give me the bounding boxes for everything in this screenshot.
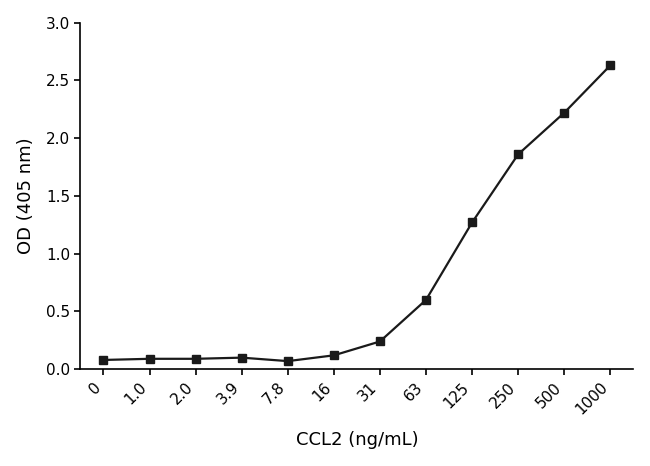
X-axis label: CCL2 (ng/mL): CCL2 (ng/mL) — [296, 432, 418, 449]
Y-axis label: OD (405 nm): OD (405 nm) — [17, 137, 34, 254]
